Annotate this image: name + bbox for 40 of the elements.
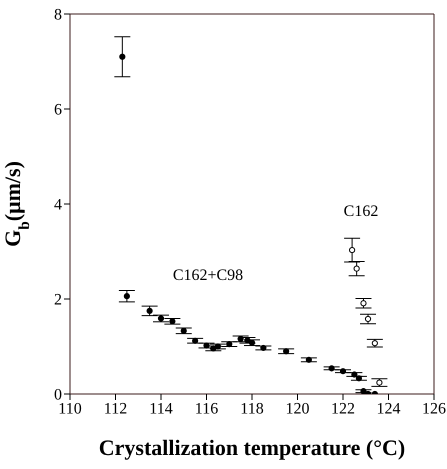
point (351, 371, 358, 378)
point (146, 308, 153, 314)
point (306, 356, 312, 363)
annotation: C162 (344, 203, 378, 221)
x-tick-label: 124 (376, 400, 400, 418)
point (283, 348, 290, 354)
point (158, 315, 164, 322)
x-axis-title: Crystallization temperature (°C) (98, 435, 406, 460)
point (210, 345, 216, 352)
x-tick-label: 118 (240, 400, 264, 418)
point (376, 380, 382, 386)
point (349, 246, 356, 254)
x-tick-label: 116 (194, 400, 218, 418)
x-tick-label: 126 (422, 400, 446, 418)
point (119, 54, 126, 60)
point (226, 341, 232, 348)
y-tick-label: 4 (54, 196, 62, 214)
x-tick-label: 112 (104, 400, 128, 418)
point (356, 375, 362, 382)
point (124, 293, 130, 300)
y-tick-label: 2 (54, 292, 62, 309)
x-tick-label: 122 (331, 400, 355, 418)
point (372, 340, 378, 346)
point (214, 343, 221, 350)
point (203, 342, 210, 349)
point (248, 340, 256, 346)
x-tick-label: 114 (149, 400, 173, 418)
point (328, 365, 335, 372)
x-tick-label: 120 (286, 400, 310, 418)
y-tick-label: 8 (54, 6, 62, 24)
y-tick-label: 6 (54, 102, 62, 119)
point (360, 300, 367, 306)
point (340, 368, 346, 374)
point (260, 344, 266, 352)
annotation: C162+C98 (172, 267, 244, 285)
point (192, 338, 198, 344)
point (364, 316, 372, 322)
point (244, 337, 251, 344)
point (360, 388, 367, 394)
point (354, 266, 360, 272)
